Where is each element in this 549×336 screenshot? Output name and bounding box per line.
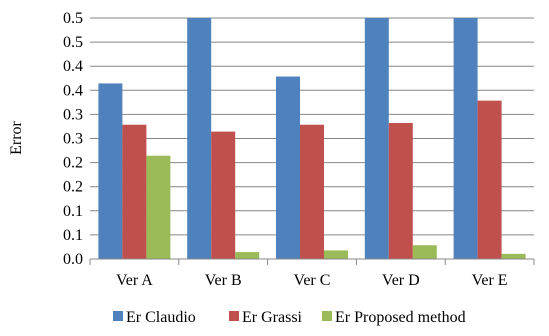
legend: Er Claudio Er Grassi Er Proposed method [113,309,466,326]
bar-er-grassi [122,124,147,259]
y-tick-label: 0.5 [63,34,83,51]
legend-swatch [113,311,123,321]
legend-swatch [322,311,332,321]
y-tick-label: 0.3 [63,131,83,148]
bar-er-grassi [211,131,236,259]
bar-er-proposed-method [146,155,171,259]
legend-label: Er Claudio [126,309,196,326]
y-tick-label: 0.1 [63,203,83,220]
y-tick-label: 0.5 [63,10,83,27]
legend-item: Er Claudio [113,309,196,326]
legend-swatch [229,311,239,321]
legend-label: Er Proposed method [335,309,466,326]
bar-er-grassi [388,123,413,259]
x-tick-label: Ver D [382,272,420,289]
bar-er-proposed-method [235,252,260,259]
bar-er-claudio [98,83,123,260]
y-axis-title: Error [8,120,25,154]
legend-item: Er Grassi [229,309,303,326]
y-tick-label: 0.0 [63,251,83,268]
x-tick-label: Ver B [205,272,242,289]
y-tick-label: 0.2 [63,179,83,196]
bar-er-proposed-method [324,250,348,259]
y-tick-label: 0.2 [63,155,83,172]
bar-er-grassi [300,124,324,259]
x-tick-label: Ver A [116,272,153,289]
x-tick-labels: Ver A Ver B Ver C Ver D Ver E [116,272,508,289]
bar-er-proposed-method [501,253,526,259]
bar-er-claudio [364,18,389,259]
bar-er-proposed-method [412,245,437,259]
y-tick-labels: 0.0 0.1 0.1 0.2 0.2 0.3 0.3 0.4 0.4 0.5 0.5 [63,10,83,268]
y-tick-label: 0.3 [63,106,83,123]
y-tick-label: 0.1 [63,227,83,244]
x-tick-label: Ver C [294,272,331,289]
bar-er-claudio [276,76,300,260]
bar-er-grassi [477,100,502,259]
bar-er-claudio [187,18,212,259]
y-tick-label: 0.4 [63,58,83,75]
x-axis [89,258,535,265]
bar-er-claudio [453,18,478,259]
legend-label: Er Grassi [242,309,303,326]
x-tick-label: Ver E [472,272,508,289]
y-tick-label: 0.4 [63,82,83,99]
legend-item: Er Proposed method [322,309,466,326]
bars [98,18,526,260]
